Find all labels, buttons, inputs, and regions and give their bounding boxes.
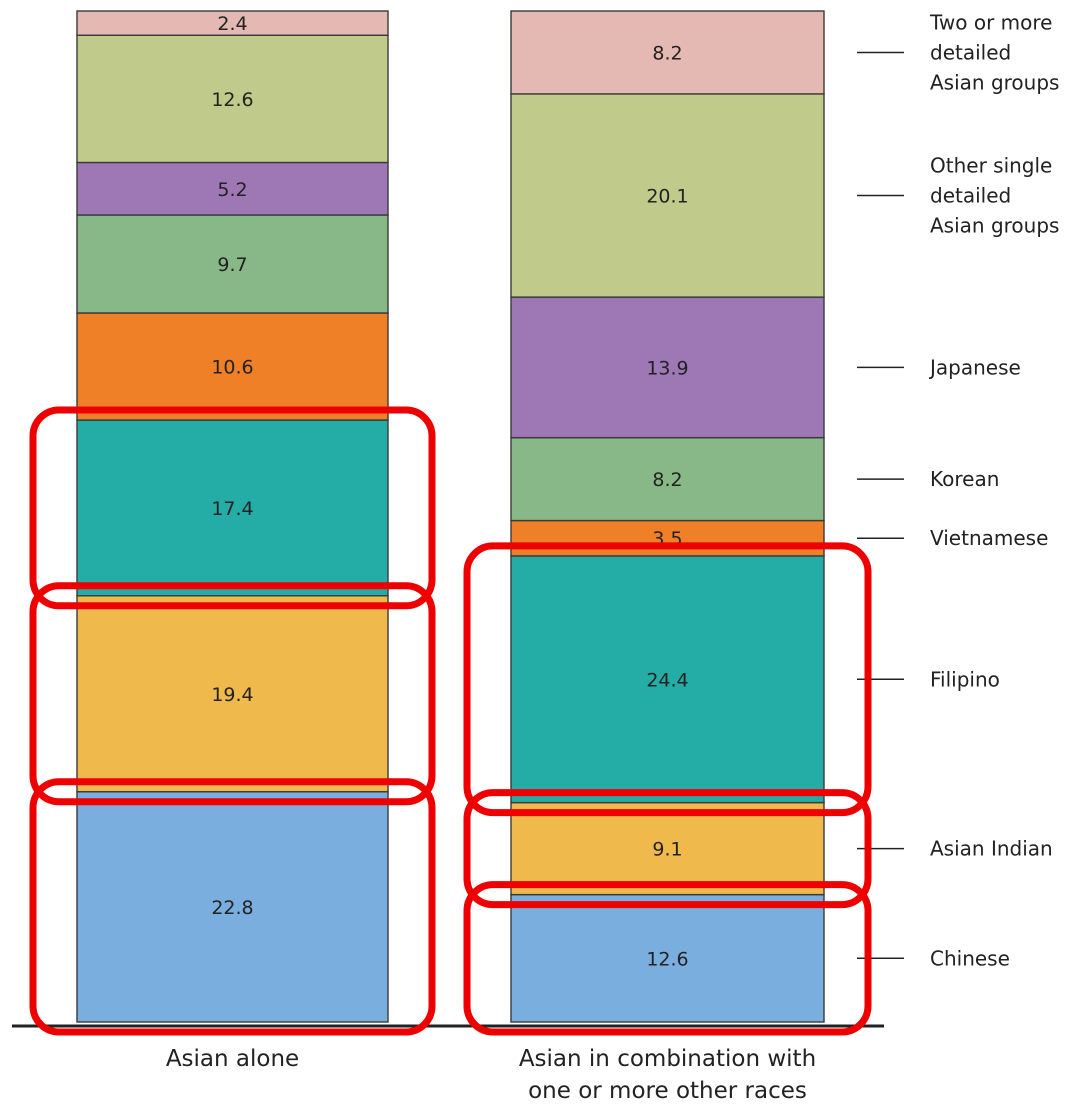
- category-labels: Asian alone Asian in combination with one …: [166, 1046, 816, 1104]
- legend-label-two-or-more-detailed-asian-groups: Asian groups: [930, 70, 1059, 94]
- legend-label-japanese: Japanese: [928, 355, 1021, 379]
- bar-segment-japanese-1: [76, 161, 389, 216]
- bar-segment-korean-1: [76, 214, 389, 314]
- legend-label-filipino: Filipino: [930, 667, 1000, 691]
- highlight-box-chinese: [29, 778, 436, 1036]
- bar-segment-korean-2: [510, 436, 825, 522]
- bar-segment-asian-indian-1: [76, 595, 389, 793]
- segment-value-label: 24.4: [646, 669, 688, 691]
- segment-value-label: 20.1: [646, 186, 688, 208]
- bar-segment-filipino-2: [510, 555, 825, 804]
- legend-label-asian-indian: Asian Indian: [930, 837, 1053, 861]
- segment-value-label: 9.1: [652, 839, 682, 861]
- highlight-box-chinese: [463, 881, 872, 1036]
- bar-segment-two-or-more-detailed-asian-groups-2: [510, 10, 825, 95]
- bar-segment-vietnamese-2: [510, 519, 825, 557]
- segment-value-label: 12.6: [211, 89, 253, 111]
- legend-label-two-or-more-detailed-asian-groups: Two or more: [929, 10, 1052, 34]
- segment-value-label: 8.2: [652, 42, 682, 64]
- bar-segments: [76, 10, 825, 1023]
- bar-segment-chinese-2: [510, 893, 825, 1023]
- category-label: Asian in combination with: [519, 1046, 816, 1072]
- bar-segment-chinese-1: [76, 791, 389, 1023]
- legend-label-korean: Korean: [930, 467, 999, 491]
- segment-value-label: 12.6: [646, 948, 688, 970]
- highlight-box-asian-indian: [29, 582, 436, 806]
- highlight-box-asian-indian: [463, 789, 872, 909]
- segment-value-label: 17.4: [211, 498, 253, 520]
- legend-label-chinese: Chinese: [930, 946, 1010, 970]
- bar-segment-other-single-detailed-asian-groups-1: [76, 34, 389, 164]
- segment-value-label: 2.4: [217, 13, 247, 35]
- category-label: one or more other races: [528, 1078, 807, 1104]
- legend-label-two-or-more-detailed-asian-groups: detailed: [930, 40, 1011, 64]
- segment-value-label: 19.4: [211, 684, 253, 706]
- bar-segment-asian-indian-2: [510, 801, 825, 896]
- category-label: Asian alone: [166, 1046, 299, 1072]
- highlight-boxes: [29, 406, 872, 1036]
- segment-value-label: 9.7: [217, 254, 247, 276]
- legend: Chinese Asian Indian Filipino Vietnamese Kor…: [928, 10, 1059, 970]
- segment-value-label: 10.6: [211, 357, 253, 379]
- highlight-box-filipino: [463, 542, 872, 817]
- segment-value-label: 13.9: [646, 357, 688, 379]
- segment-value-labels: 22.8 19.4 17.4 10.6 9.7 5.2 12.6 2.4 12.6 9.1 24.4…: [211, 13, 688, 970]
- legend-label-vietnamese: Vietnamese: [930, 526, 1048, 550]
- bar-segment-vietnamese-1: [76, 312, 389, 421]
- legend-label-other-single-detailed-asian-groups: Other single: [930, 154, 1052, 178]
- legend-label-other-single-detailed-asian-groups: detailed: [930, 184, 1011, 208]
- segment-value-label: 8.2: [652, 469, 682, 491]
- highlight-box-filipino: [29, 406, 436, 610]
- bar-segment-two-or-more-detailed-asian-groups-1: [76, 10, 389, 36]
- legend-label-other-single-detailed-asian-groups: Asian groups: [930, 214, 1059, 238]
- legend-leader-lines: [857, 51, 904, 960]
- bar-segment-other-single-detailed-asian-groups-2: [510, 93, 825, 298]
- segment-value-label: 22.8: [211, 897, 253, 919]
- segment-value-label: 5.2: [217, 179, 247, 201]
